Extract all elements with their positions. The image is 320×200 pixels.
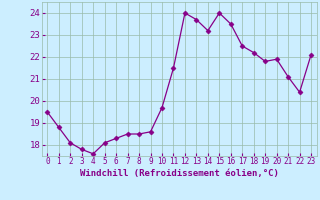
X-axis label: Windchill (Refroidissement éolien,°C): Windchill (Refroidissement éolien,°C) [80, 169, 279, 178]
